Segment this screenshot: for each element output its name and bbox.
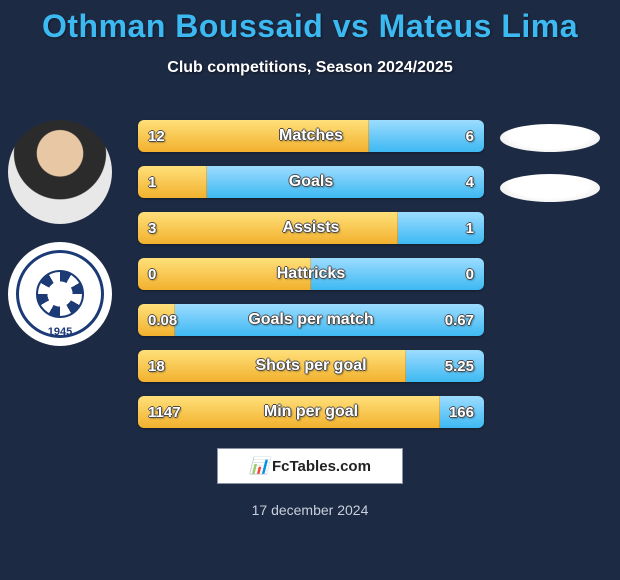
avatar-column: 1945 <box>8 120 118 364</box>
stat-bar-left <box>138 304 175 336</box>
stat-bar-right <box>175 304 484 336</box>
stat-row: 31Assists <box>138 212 484 244</box>
stat-bar-right <box>369 120 484 152</box>
stat-bar-right <box>311 258 484 290</box>
player2-club-placeholder <box>500 174 600 202</box>
club-badge-year: 1945 <box>8 326 112 338</box>
footer-date: 17 december 2024 <box>0 502 620 518</box>
player1-avatar <box>8 120 112 224</box>
brand-icon: 📊 <box>249 456 268 476</box>
stat-bar-left <box>138 258 311 290</box>
brand-badge: 📊 FcTables.com <box>217 448 403 484</box>
stat-row: 126Matches <box>138 120 484 152</box>
stat-row: 185.25Shots per goal <box>138 350 484 382</box>
comparison-bars: 126Matches 14Goals 31Assists 00Hattricks 0.0… <box>138 120 484 442</box>
brand-text: FcTables.com <box>272 458 371 475</box>
stat-bar-left <box>138 212 398 244</box>
stat-bar-left <box>138 120 369 152</box>
page-title: Othman Boussaid vs Mateus Lima <box>0 0 620 45</box>
stat-bar-right <box>398 212 485 244</box>
player1-club-badge: 1945 <box>8 242 112 346</box>
stat-bar-right <box>207 166 484 198</box>
player2-avatar-placeholder <box>500 124 600 152</box>
stat-row: 00Hattricks <box>138 258 484 290</box>
stat-row: 14Goals <box>138 166 484 198</box>
stat-row: 1147166Min per goal <box>138 396 484 428</box>
stat-row: 0.080.67Goals per match <box>138 304 484 336</box>
stat-bar-left <box>138 396 440 428</box>
stat-bar-left <box>138 166 207 198</box>
stat-bar-right <box>406 350 484 382</box>
stat-bar-right <box>440 396 484 428</box>
stat-bar-left <box>138 350 406 382</box>
subtitle: Club competitions, Season 2024/2025 <box>0 59 620 77</box>
player2-avatar-column <box>500 124 600 224</box>
